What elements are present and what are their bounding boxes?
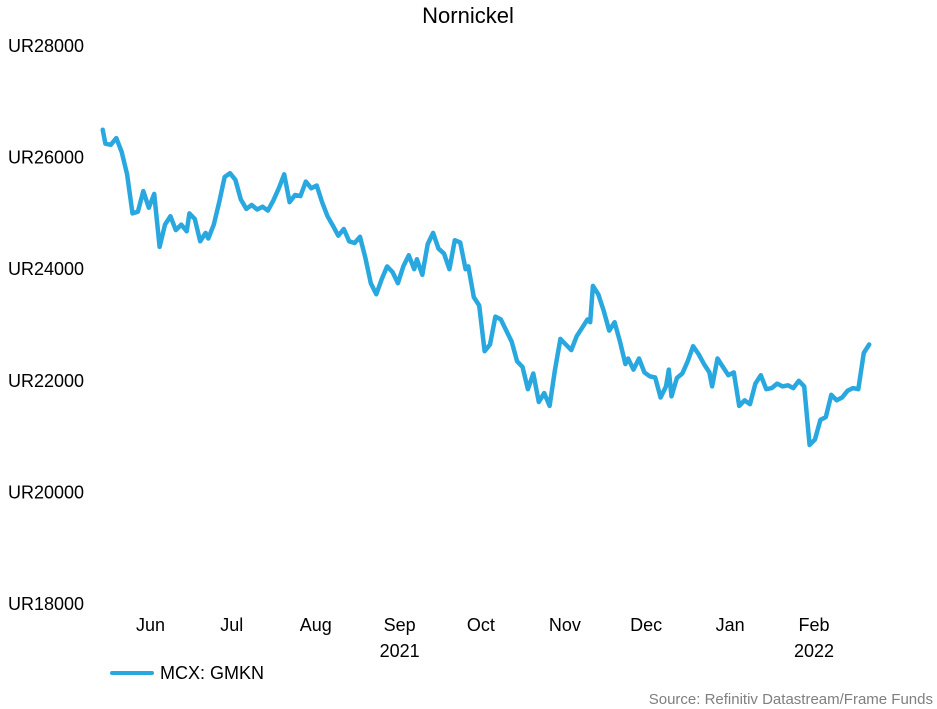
x-tick-label: Nov bbox=[549, 615, 581, 635]
x-year-label: 2021 bbox=[380, 641, 420, 661]
x-tick-label: Feb bbox=[799, 615, 830, 635]
legend: MCX: GMKN bbox=[110, 663, 264, 683]
x-tick-label: Jun bbox=[136, 615, 165, 635]
plot-area bbox=[100, 127, 872, 448]
y-tick-label: UR28000 bbox=[8, 36, 84, 56]
x-axis: Jun Jul Aug Sep Oct Nov Dec Jan Feb 2021 2022 bbox=[136, 615, 834, 661]
chart-title: Nornickel bbox=[422, 3, 514, 28]
x-tick-label: Oct bbox=[467, 615, 495, 635]
x-year-label: 2022 bbox=[794, 641, 834, 661]
x-tick-label: Sep bbox=[384, 615, 416, 635]
y-tick-label: UR26000 bbox=[8, 148, 84, 168]
x-tick-label: Aug bbox=[300, 615, 332, 635]
source-note: Source: Refinitiv Datastream/Frame Funds bbox=[649, 691, 933, 708]
y-tick-label: UR20000 bbox=[8, 482, 84, 502]
x-tick-label: Dec bbox=[630, 615, 662, 635]
x-tick-label: Jul bbox=[220, 615, 243, 635]
legend-label: MCX: GMKN bbox=[160, 663, 264, 683]
y-tick-label: UR22000 bbox=[8, 371, 84, 391]
y-tick-label: UR24000 bbox=[8, 259, 84, 279]
series-line bbox=[100, 127, 872, 448]
x-tick-label: Jan bbox=[716, 615, 745, 635]
y-axis: UR28000 UR26000 UR24000 UR22000 UR20000 UR180… bbox=[8, 36, 84, 614]
y-tick-label: UR18000 bbox=[8, 594, 84, 614]
